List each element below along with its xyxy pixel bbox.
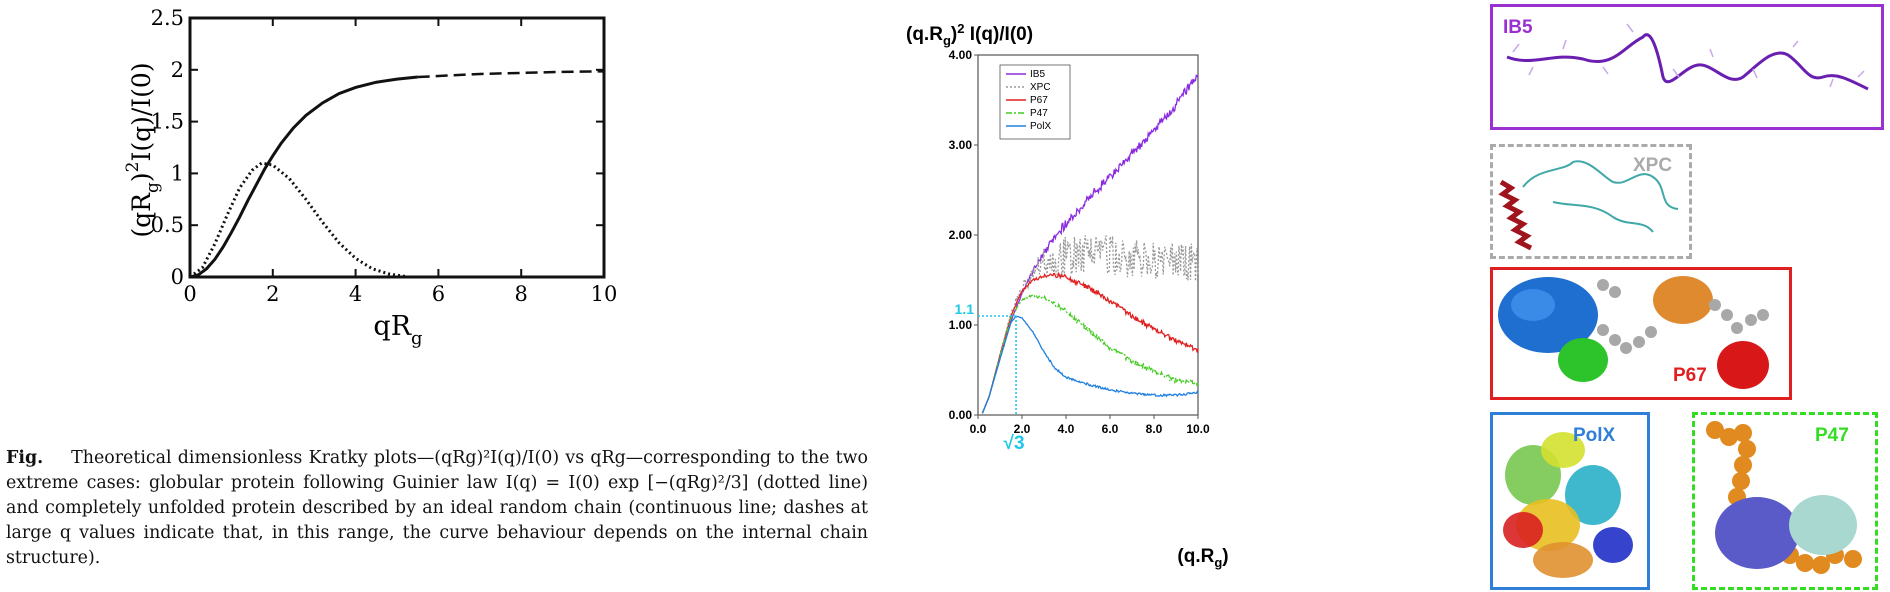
chart1-x-tick-label: 8 bbox=[515, 282, 528, 306]
chart2-annotation-sqrt3: √3 bbox=[1004, 433, 1025, 454]
panel-p67: P67 bbox=[1490, 267, 1792, 400]
chart2-annotation-1-1: 1.1 bbox=[955, 301, 975, 317]
chart1-x-tick-label: 0 bbox=[183, 282, 196, 306]
panel-ib5: IB5 bbox=[1490, 4, 1884, 130]
chart2-y-tick-label: 1.00 bbox=[949, 318, 973, 332]
chart2-x-axis-label: (q.Rg) bbox=[1177, 546, 1228, 570]
chart1-series-random-chain-dashed bbox=[417, 70, 605, 79]
chart2-legend-label-p47: P47 bbox=[1030, 108, 1048, 119]
chart2-x-tick-label: 0.0 bbox=[970, 422, 987, 436]
chart1-y-tick-label: 1 bbox=[171, 161, 184, 185]
chart1-ticks: 0 2 4 6 8 10 0 0.5 1 1.5 2 2.5 bbox=[151, 6, 618, 306]
chart1-axes bbox=[188, 16, 606, 279]
panel-label-xpc: XPC bbox=[1633, 155, 1673, 176]
chart1-y-axis-label: (qRg)2I(q)/I(0) bbox=[123, 62, 163, 237]
chart2-series-polx bbox=[981, 315, 1199, 414]
panel-p47: P47 bbox=[1692, 412, 1878, 590]
ib5-structure-image bbox=[1506, 23, 1869, 91]
xpc-structure-image bbox=[1498, 160, 1679, 251]
chart2-x-tick-label: 8.0 bbox=[1146, 422, 1163, 436]
chart1-series bbox=[189, 70, 605, 279]
chart2-y-tick-label: 0.00 bbox=[949, 408, 973, 422]
panel-xpc: XPC bbox=[1490, 144, 1692, 259]
chart2-legend: IB5 XPC P67 P47 PolX bbox=[999, 64, 1071, 140]
chart1-y-tick-label: 0 bbox=[171, 265, 184, 289]
chart2-y-tick-label: 3.00 bbox=[949, 138, 973, 152]
chart1-series-random-chain-solid bbox=[189, 75, 418, 279]
chart2-y-tick-label: 2.00 bbox=[949, 228, 973, 242]
chart1-y-tick-label: 0.5 bbox=[151, 213, 184, 237]
kratky-theory-chart: 0 2 4 6 8 10 0 0.5 1 1.5 2 2.5 qRg (qRg)2I(q)/I(0) bbox=[123, 6, 618, 349]
caption-label: Fig. bbox=[6, 448, 44, 468]
chart1-x-axis-label: qRg bbox=[373, 311, 422, 349]
chart2-series-p47 bbox=[981, 293, 1199, 414]
chart2-legend-label-ib5: IB5 bbox=[1030, 69, 1045, 80]
kratky-proteins-chart: 0.0 2.0 4.0 6.0 8.0 10.00.001.002.003.004.00 … bbox=[906, 21, 1229, 570]
panel-label-p47: P47 bbox=[1815, 425, 1849, 446]
chart2-series-ib5 bbox=[981, 74, 1199, 414]
chart2-series bbox=[981, 74, 1199, 414]
chart2-y-axis-label: (q.Rg)2 I(q)/I(0) bbox=[906, 21, 1033, 48]
chart2-legend-label-p67: P67 bbox=[1030, 95, 1048, 106]
caption-text: Theoretical dimensionless Kratky plots—(… bbox=[6, 448, 868, 568]
panel-label-ib5: IB5 bbox=[1503, 17, 1533, 38]
panel-polx: PolX bbox=[1490, 412, 1650, 590]
chart1-y-tick-label: 2 bbox=[171, 58, 184, 82]
chart1-x-tick-label: 2 bbox=[266, 282, 279, 306]
chart1-y-tick-label: 1.5 bbox=[151, 110, 184, 134]
chart2-legend-label-xpc: XPC bbox=[1030, 82, 1051, 93]
chart1-x-tick-label: 10 bbox=[591, 282, 618, 306]
panel-label-polx: PolX bbox=[1573, 425, 1616, 446]
chart2-ticks: 0.0 2.0 4.0 6.0 8.0 10.0 0.00 1.00 2.00 3.00 4.00 bbox=[949, 48, 1210, 436]
chart2-x-tick-label: 4.0 bbox=[1058, 422, 1075, 436]
polx-structure-image bbox=[1503, 432, 1633, 578]
chart2-series-xpc bbox=[981, 235, 1199, 414]
chart2-x-tick-label: 6.0 bbox=[1102, 422, 1119, 436]
chart1-y-tick-label: 2.5 bbox=[151, 6, 184, 30]
chart2-annotations: 1.1 √3 bbox=[955, 301, 1025, 454]
chart2-x-tick-label: 10.0 bbox=[1186, 422, 1210, 436]
p47-structure-image bbox=[1706, 421, 1862, 574]
chart1-x-tick-label: 6 bbox=[432, 282, 445, 306]
figure-caption: Fig. Theoretical dimensionless Kratky plo… bbox=[6, 446, 868, 571]
svg-text:(qRg)2I(q)/I(0): (qRg)2I(q)/I(0) bbox=[123, 62, 163, 237]
p67-structure-image bbox=[1498, 276, 1769, 389]
chart1-series-guinier-dotted bbox=[189, 161, 406, 279]
chart2-y-tick-label: 4.00 bbox=[949, 48, 973, 62]
panel-label-p67: P67 bbox=[1673, 365, 1707, 386]
chart1-x-tick-label: 4 bbox=[349, 282, 362, 306]
chart2-x-tick-label: 2.0 bbox=[1014, 422, 1031, 436]
chart2-legend-label-polx: PolX bbox=[1030, 121, 1051, 132]
chart2-series-p67 bbox=[981, 271, 1199, 414]
chart1-frame bbox=[188, 16, 606, 279]
